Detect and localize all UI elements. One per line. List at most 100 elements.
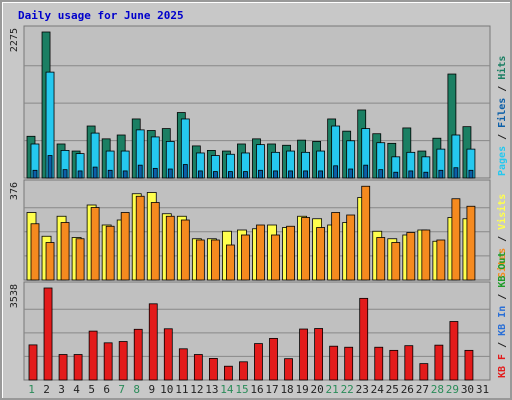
bar-pages-day-23 bbox=[363, 164, 369, 179]
bar-kb-f-day-23 bbox=[359, 297, 369, 381]
x-tick-label: 8 bbox=[133, 383, 140, 396]
bar-sites-day-11 bbox=[180, 219, 190, 281]
legend-separator: / bbox=[497, 336, 508, 354]
bar-kb-f-day-8 bbox=[133, 328, 143, 381]
legend-entry: Sites bbox=[496, 248, 508, 278]
bar-sites-day-30 bbox=[466, 205, 476, 281]
legend-hits_files_pages: Pages / Files / Hits bbox=[496, 56, 508, 176]
bar-sites-day-12 bbox=[195, 239, 205, 281]
bar-sites-day-15 bbox=[241, 234, 250, 281]
series-files bbox=[30, 71, 476, 179]
bar-pages-day-25 bbox=[393, 171, 399, 179]
bar-sites-day-19 bbox=[301, 217, 310, 281]
bar-kb-f-day-6 bbox=[103, 342, 113, 381]
bar-sites-day-29 bbox=[451, 198, 461, 281]
panel-kbytes bbox=[23, 281, 491, 381]
y-max-label: 376 bbox=[9, 182, 20, 200]
bar-sites-day-25 bbox=[391, 242, 401, 281]
x-tick-label: 7 bbox=[118, 383, 125, 396]
bar-pages-day-15 bbox=[243, 171, 248, 179]
x-tick-label: 12 bbox=[190, 383, 203, 396]
x-tick-label: 19 bbox=[295, 383, 308, 396]
legend-separator: / bbox=[497, 288, 508, 306]
bar-pages-day-1 bbox=[32, 169, 38, 179]
bar-sites-day-9 bbox=[150, 202, 160, 281]
bar-kb-f-day-4 bbox=[73, 354, 83, 381]
bar-kb-f-day-20 bbox=[314, 328, 324, 381]
x-tick-label: 27 bbox=[416, 383, 429, 396]
bar-kb-f-day-29 bbox=[449, 321, 459, 381]
bar-pages-day-3 bbox=[62, 169, 68, 179]
series-sites bbox=[30, 185, 476, 281]
bar-pages-day-21 bbox=[333, 165, 339, 179]
x-tick-label: 31 bbox=[476, 383, 489, 396]
bar-kb-f-day-5 bbox=[88, 330, 98, 381]
bar-sites-day-28 bbox=[436, 239, 446, 281]
bar-pages-day-7 bbox=[122, 170, 128, 179]
x-tick-label: 16 bbox=[250, 383, 263, 396]
legend-entry: Pages bbox=[497, 146, 508, 176]
bar-sites-day-14 bbox=[226, 244, 235, 281]
bar-kb-f-day-11 bbox=[178, 348, 188, 381]
bar-kb-f-day-19 bbox=[299, 328, 308, 381]
x-tick-label: 23 bbox=[356, 383, 369, 396]
x-tick-label: 1 bbox=[28, 383, 35, 396]
bar-kb-f-day-3 bbox=[58, 354, 68, 381]
legend-entry: Hits bbox=[496, 56, 508, 80]
y-max-label: 3538 bbox=[9, 284, 20, 308]
bar-sites-day-3 bbox=[60, 222, 70, 281]
bar-pages-day-11 bbox=[182, 164, 188, 179]
bar-sites-day-20 bbox=[316, 227, 326, 281]
bar-sites-day-18 bbox=[286, 225, 295, 281]
x-tick-label: 18 bbox=[280, 383, 293, 396]
x-tick-label: 17 bbox=[265, 383, 278, 396]
x-tick-label: 14 bbox=[220, 383, 234, 396]
legend-separator: / bbox=[497, 128, 508, 146]
x-tick-label: 15 bbox=[235, 383, 248, 396]
bar-pages-day-28 bbox=[438, 169, 444, 179]
bar-pages-day-30 bbox=[468, 169, 474, 179]
bar-sites-day-2 bbox=[45, 242, 55, 281]
x-tick-label: 25 bbox=[386, 383, 399, 396]
x-tick-label: 30 bbox=[461, 383, 474, 396]
x-tick-label: 11 bbox=[175, 383, 188, 396]
x-tick-label: 20 bbox=[311, 383, 324, 396]
chart-title: Daily usage for June 2025 bbox=[18, 9, 184, 22]
bar-kb-f-day-17 bbox=[269, 337, 278, 381]
bar-pages-day-20 bbox=[318, 170, 324, 179]
bar-kb-f-day-30 bbox=[464, 349, 474, 381]
legend-entry: KB Out bbox=[497, 252, 508, 288]
x-tick-label: 22 bbox=[341, 383, 354, 396]
x-tick-label: 13 bbox=[205, 383, 218, 396]
bar-sites-day-22 bbox=[346, 214, 356, 281]
bar-sites-day-13 bbox=[210, 239, 220, 281]
bar-kb-f-day-22 bbox=[344, 346, 354, 381]
bar-sites-day-4 bbox=[75, 238, 85, 281]
x-tick-label: 10 bbox=[160, 383, 173, 396]
bar-pages-day-26 bbox=[408, 170, 414, 179]
bar-pages-day-10 bbox=[167, 168, 173, 179]
bar-kb-f-day-24 bbox=[374, 346, 384, 381]
bar-kb-f-day-7 bbox=[118, 341, 128, 381]
chart-panels bbox=[23, 25, 491, 381]
legend-entry: Files bbox=[496, 98, 508, 128]
bar-kb-f-day-10 bbox=[163, 328, 173, 381]
bar-pages-day-9 bbox=[152, 167, 158, 179]
x-tick-label: 28 bbox=[431, 383, 444, 396]
bar-sites-day-26 bbox=[406, 232, 416, 281]
legend-kbytes: KB F / KB In / KB Out bbox=[497, 252, 508, 378]
bar-kb-f-day-15 bbox=[239, 361, 248, 381]
bar-pages-day-5 bbox=[92, 166, 98, 179]
bar-pages-day-22 bbox=[348, 168, 354, 179]
bar-pages-day-19 bbox=[303, 170, 308, 179]
bar-sites-day-1 bbox=[30, 223, 40, 281]
bar-sites-day-7 bbox=[120, 212, 130, 281]
x-tick-label: 24 bbox=[371, 383, 385, 396]
bar-pages-day-8 bbox=[137, 164, 143, 179]
bar-pages-day-13 bbox=[212, 171, 218, 179]
bar-sites-day-17 bbox=[271, 234, 280, 281]
legend-separator: / bbox=[497, 230, 508, 248]
x-tick-label: 3 bbox=[58, 383, 65, 396]
bar-pages-day-12 bbox=[197, 170, 203, 179]
